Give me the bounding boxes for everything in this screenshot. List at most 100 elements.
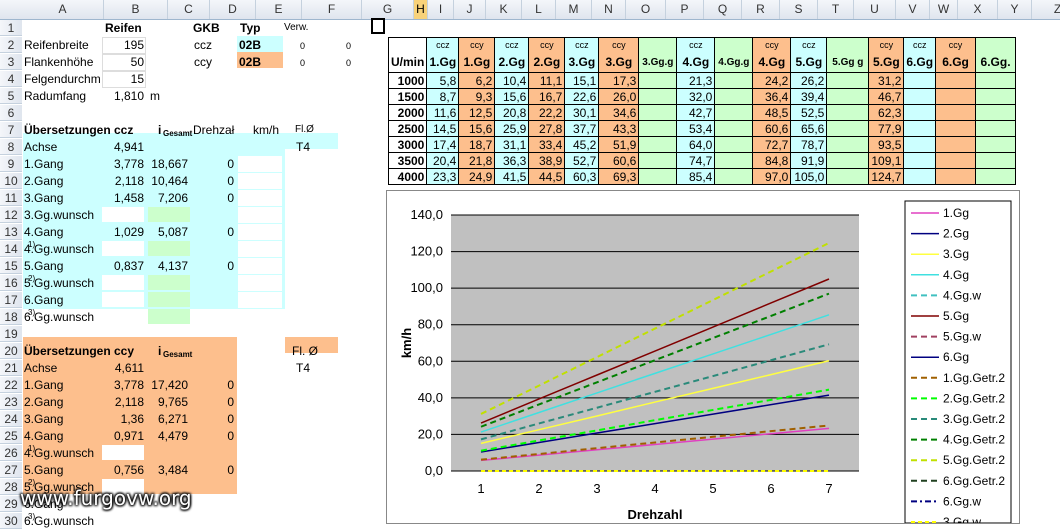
ccz-kmh-cell[interactable]	[238, 258, 282, 274]
row-header-3[interactable]: 3	[0, 54, 22, 70]
row-header-22[interactable]: 22	[0, 377, 22, 393]
ccy-kmh-cell[interactable]	[238, 411, 282, 427]
ccz-kmh-cell[interactable]	[238, 275, 282, 291]
ccy-rpm[interactable]: 0	[227, 412, 234, 426]
ccy-rpm[interactable]: 0	[227, 463, 234, 477]
ccz-rpm[interactable]: 0	[227, 191, 234, 205]
ccy-rpm[interactable]	[190, 445, 234, 461]
column-header-g[interactable]: G	[362, 0, 414, 19]
ccz-rpm[interactable]: 0	[227, 174, 234, 188]
column-header-f[interactable]: F	[302, 0, 362, 19]
ccy-kmh-cell[interactable]	[238, 462, 282, 478]
reifenbreite-value[interactable]: 195	[123, 38, 144, 52]
row-header-23[interactable]: 23	[0, 394, 22, 410]
ccz-ratio[interactable]: 1,029	[113, 225, 144, 239]
ccz-kmh-cell[interactable]	[238, 241, 282, 257]
column-header-b[interactable]: B	[104, 0, 168, 19]
ccz-kmh-cell[interactable]	[238, 224, 282, 240]
row-header-25[interactable]: 25	[0, 428, 22, 444]
ccy-kmh-cell[interactable]	[238, 513, 282, 529]
column-header-e[interactable]: E	[256, 0, 302, 19]
ccy-kmh-cell[interactable]	[238, 479, 282, 495]
ccy-rpm[interactable]: 0	[227, 395, 234, 409]
column-header-c[interactable]: C	[168, 0, 210, 19]
row-header-9[interactable]: 9	[0, 156, 22, 172]
column-header-s[interactable]: S	[780, 0, 818, 19]
row-header-4[interactable]: 4	[0, 71, 22, 87]
row-header-17[interactable]: 17	[0, 292, 22, 308]
column-header-n[interactable]: N	[592, 0, 626, 19]
row-header-15[interactable]: 15	[0, 258, 22, 274]
row-header-10[interactable]: 10	[0, 173, 22, 189]
ccy-wish-input[interactable]	[102, 496, 144, 511]
row-header-1[interactable]: 1	[0, 20, 22, 36]
tire-input-box[interactable]	[102, 71, 146, 88]
row-header-29[interactable]: 29	[0, 496, 22, 512]
column-header-l[interactable]: L	[522, 0, 556, 19]
ccy-ratio[interactable]: 2,118	[114, 395, 144, 409]
row-header-12[interactable]: 12	[0, 207, 22, 223]
ccy-ratio[interactable]: 0,971	[113, 429, 144, 443]
row-header-28[interactable]: 28	[0, 479, 22, 495]
ccz-kmh-cell[interactable]	[238, 156, 282, 172]
ccz-kmh-cell[interactable]	[238, 207, 282, 223]
flankenhoehe-value[interactable]: 50	[130, 55, 144, 69]
column-header-v[interactable]: V	[896, 0, 930, 19]
ccy-rpm[interactable]: 0	[227, 378, 234, 392]
active-cell-cursor[interactable]	[371, 18, 385, 34]
row-header-13[interactable]: 13	[0, 224, 22, 240]
column-header-t[interactable]: T	[818, 0, 854, 19]
tire-input-box[interactable]	[102, 37, 146, 54]
row-header-7[interactable]: 7	[0, 122, 22, 138]
ccy-rpm[interactable]	[190, 496, 234, 512]
column-header-p[interactable]: P	[666, 0, 704, 19]
column-header-k[interactable]: K	[486, 0, 522, 19]
ccz-rpm[interactable]	[190, 207, 234, 223]
ccy-kmh-cell[interactable]	[238, 445, 282, 461]
ccy-ratio[interactable]: 3,778	[113, 378, 144, 392]
column-header-r[interactable]: R	[742, 0, 780, 19]
ccy-rpm[interactable]	[190, 513, 234, 529]
ccz-kmh-cell[interactable]	[238, 173, 282, 189]
ccz-ratio[interactable]: 0,837	[113, 259, 144, 273]
column-header-i[interactable]: I	[428, 0, 454, 19]
ccz-wish-input[interactable]	[102, 309, 144, 324]
ccz-rpm[interactable]: 0	[227, 259, 234, 273]
column-header-d[interactable]: D	[210, 0, 256, 19]
row-header-27[interactable]: 27	[0, 462, 22, 478]
row-header-24[interactable]: 24	[0, 411, 22, 427]
row-header-21[interactable]: 21	[0, 360, 22, 376]
row-header-18[interactable]: 18	[0, 309, 22, 325]
ccz-kmh-cell[interactable]	[238, 190, 282, 206]
ccy-wish-input[interactable]	[102, 479, 144, 494]
ccz-rpm[interactable]	[190, 309, 234, 325]
row-header-14[interactable]: 14	[0, 241, 22, 257]
ccy-kmh-cell[interactable]	[238, 496, 282, 512]
ccy-ratio[interactable]: 1,36	[120, 412, 144, 426]
ccy-wish-input[interactable]	[102, 513, 144, 528]
row-header-30[interactable]: 30	[0, 513, 22, 529]
ccy-ratio[interactable]: 0,756	[113, 463, 144, 477]
ccz-wish-input[interactable]	[102, 207, 144, 222]
ccz-ratio[interactable]: 2,118	[114, 174, 144, 188]
ccz-rpm[interactable]: 0	[227, 157, 234, 171]
typ-ccy[interactable]: 02B	[239, 55, 262, 69]
ccz-kmh-cell[interactable]	[238, 309, 282, 325]
column-header-u[interactable]: U	[854, 0, 896, 19]
ccz-rpm[interactable]	[190, 241, 234, 257]
column-header-o[interactable]: O	[626, 0, 666, 19]
ccz-wish-input[interactable]	[102, 275, 144, 290]
ccy-rpm[interactable]	[190, 479, 234, 495]
ccy-kmh-cell[interactable]	[238, 377, 282, 393]
ccy-kmh-cell[interactable]	[238, 428, 282, 444]
row-header-16[interactable]: 16	[0, 275, 22, 291]
ccz-ratio[interactable]: 1,458	[113, 191, 144, 205]
column-header-x[interactable]: X	[958, 0, 998, 19]
ccz-ratio[interactable]: 3,778	[113, 157, 144, 171]
row-header-8[interactable]: 8	[0, 139, 22, 155]
row-header-2[interactable]: 2	[0, 37, 22, 53]
column-header-m[interactable]: M	[556, 0, 592, 19]
ccz-kmh-cell[interactable]	[238, 292, 282, 308]
row-header-19[interactable]: 19	[0, 326, 22, 342]
ccz-rpm[interactable]	[190, 275, 234, 291]
